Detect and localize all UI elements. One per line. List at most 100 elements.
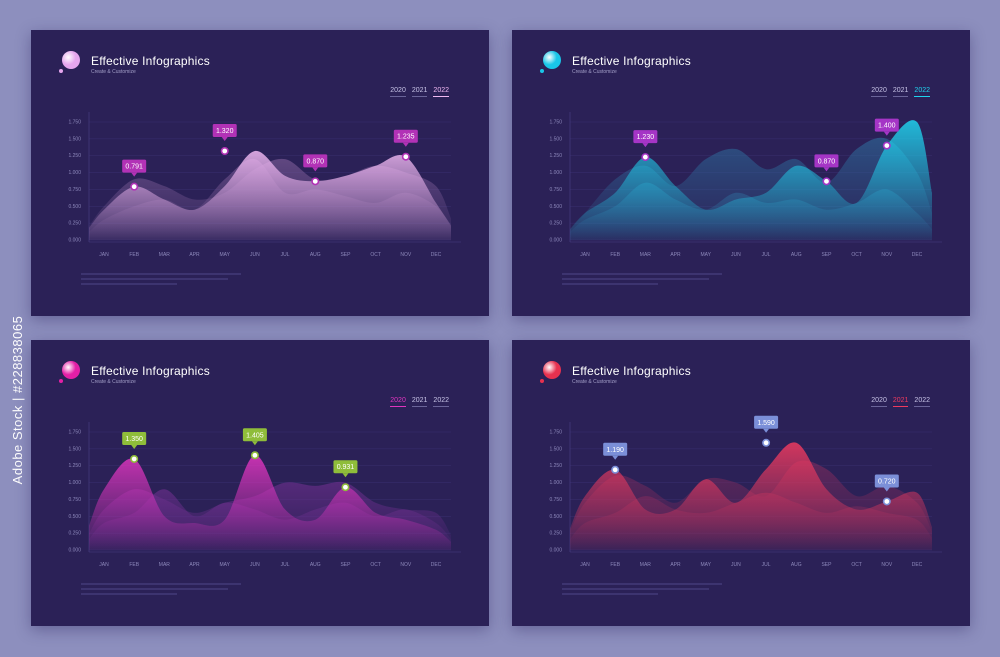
x-tick-label: APR [670,562,681,568]
y-tick-label: 1.750 [549,120,562,126]
year-tab-2020[interactable]: 2020 [390,87,406,97]
panel-subtitle: Create & Customize [572,69,617,75]
tooltip-value: 0.870 [307,158,325,165]
tooltip-value: 1.320 [216,128,234,135]
y-tick-label: 0.250 [68,531,81,537]
logo-icon [543,361,561,379]
x-tick-label: MAY [700,562,711,568]
tooltip-pointer [342,473,349,478]
y-tick-label: 0.500 [549,204,562,210]
y-tick-label: 0.000 [68,238,81,244]
year-tabs: 2020 2021 2022 [390,87,449,97]
data-point-marker[interactable] [882,141,891,150]
data-point-marker[interactable] [250,451,259,460]
data-point-marker[interactable] [611,465,620,474]
x-tick-label: MAR [159,562,171,568]
x-tick-label: OCT [370,562,381,568]
x-tick-label: FEB [610,562,620,568]
y-tick-label: 0.000 [549,238,562,244]
year-tab-2020[interactable]: 2020 [871,397,887,407]
y-tick-label: 1.000 [549,170,562,176]
year-tab-2022[interactable]: 2022 [914,397,930,407]
tooltip-value: 1.230 [637,134,655,141]
x-tick-label: SEP [340,252,351,258]
x-tick-label: JUN [250,562,260,568]
logo-dot-icon [59,69,63,73]
data-point-marker[interactable] [401,152,410,161]
x-tick-label: AUG [791,562,802,568]
x-tick-label: AUG [310,562,321,568]
y-tick-label: 0.250 [549,221,562,227]
tooltip-value: 0.931 [337,464,355,471]
x-tick-label: SEP [340,562,351,568]
x-tick-label: JUN [731,562,741,568]
year-tab-2021[interactable]: 2021 [411,397,428,407]
y-tick-label: 0.250 [68,221,81,227]
value-tooltip [393,129,418,143]
x-tick-label: MAY [219,562,230,568]
area-chart: 0.000 0.250 0.500 0.750 1.000 1.250 1.500 1.750… [549,112,942,258]
panel-subtitle: Create & Customize [91,379,136,385]
tooltip-pointer [883,131,890,136]
data-point-marker[interactable] [220,146,229,155]
year-tab-2021[interactable]: 2021 [411,87,428,97]
x-tick-label: MAY [700,252,711,258]
y-tick-label: 0.250 [549,531,562,537]
x-tick-label: JAN [99,252,109,258]
year-tab-2020[interactable]: 2020 [390,397,406,407]
x-tick-label: APR [189,562,200,568]
data-point-marker[interactable] [130,454,139,463]
y-tick-label: 0.000 [68,548,81,554]
tooltip-pointer [312,167,319,172]
year-tab-2020[interactable]: 2020 [871,87,887,97]
x-tick-label: OCT [851,252,862,258]
value-tooltip [303,154,328,168]
y-tick-label: 1.750 [68,430,81,436]
tooltip-value: 1.350 [125,436,143,443]
data-point-marker[interactable] [822,177,831,186]
data-point-marker[interactable] [762,438,771,447]
logo-dot-icon [59,379,63,383]
description-placeholder [562,273,722,288]
x-tick-label: OCT [370,252,381,258]
logo-dot-icon [540,69,544,73]
year-tab-2021[interactable]: 2021 [892,397,909,407]
panel-title: Effective Infographics [91,364,210,378]
year-tab-2022[interactable]: 2022 [914,87,930,97]
x-tick-label: DEC [912,252,923,258]
y-tick-label: 1.500 [68,136,81,142]
data-point-marker[interactable] [130,182,139,191]
year-tabs: 2020 2021 2022 [871,397,930,407]
x-tick-label: AUG [310,252,321,258]
tooltip-pointer [131,172,138,177]
x-tick-label: JAN [99,562,109,568]
data-point-marker[interactable] [341,483,350,492]
x-tick-label: JUL [762,252,771,258]
tooltip-pointer [612,455,619,460]
x-tick-label: AUG [791,252,802,258]
x-tick-label: JUN [250,252,260,258]
x-tick-label: SEP [821,252,832,258]
value-tooltip [122,159,147,173]
data-point-marker[interactable] [882,497,891,506]
x-tick-label: MAR [640,252,652,258]
data-point-marker[interactable] [641,153,650,162]
x-tick-label: NOV [400,252,412,258]
y-tick-label: 1.000 [549,480,562,486]
tooltip-value: 0.791 [125,164,143,171]
x-tick-label: APR [189,252,200,258]
y-tick-label: 0.500 [68,204,81,210]
year-tab-2022[interactable]: 2022 [433,87,449,97]
year-tab-2022[interactable]: 2022 [433,397,449,407]
tooltip-value: 1.190 [606,447,624,454]
panel-title: Effective Infographics [572,54,691,68]
y-tick-label: 0.750 [549,187,562,193]
x-tick-label: DEC [431,252,442,258]
year-tab-2021[interactable]: 2021 [892,87,909,97]
data-point-marker[interactable] [311,177,320,186]
tooltip-pointer [402,142,409,147]
x-tick-label: DEC [431,562,442,568]
value-tooltip [242,428,267,442]
value-tooltip [814,154,839,168]
y-tick-label: 1.000 [68,170,81,176]
